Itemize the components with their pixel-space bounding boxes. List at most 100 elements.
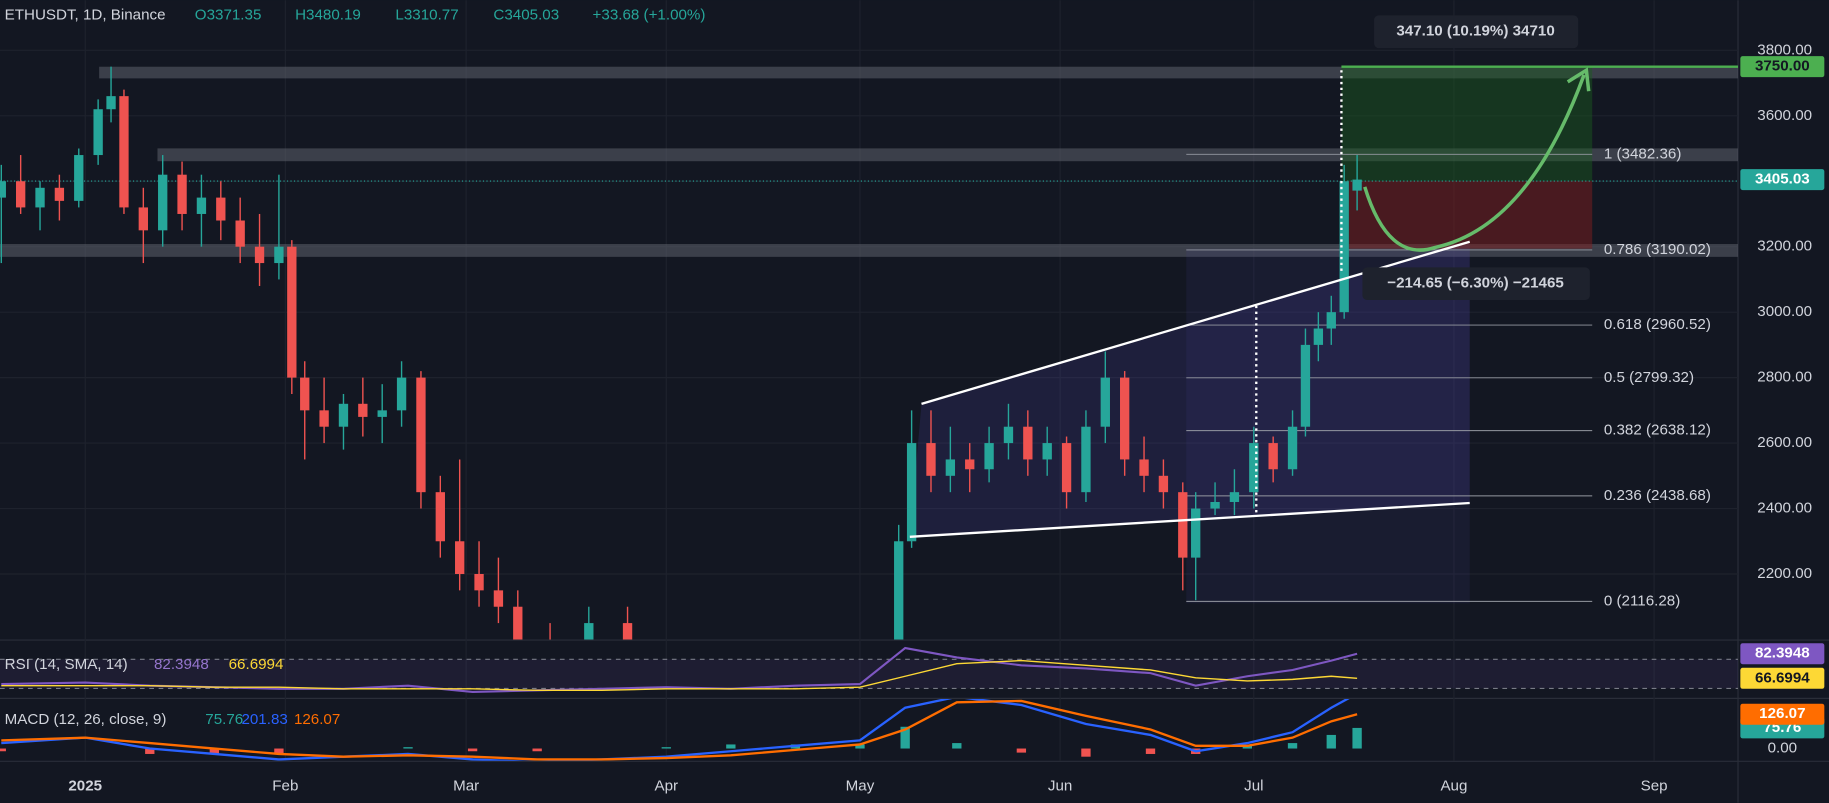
candle-body: [1100, 377, 1110, 427]
macd-histogram: [1016, 748, 1027, 753]
fib-label: 0.786 (3190.02): [1604, 241, 1711, 258]
x-tick-label: Sep: [1641, 777, 1668, 794]
candle-body: [338, 403, 349, 427]
candle-body: [138, 207, 148, 231]
macd-line: [1, 698, 1350, 761]
candle-body: [74, 155, 84, 201]
price-tag: 3750.00: [1755, 58, 1810, 75]
candle-body: [435, 492, 445, 542]
candle-body: [1042, 443, 1052, 460]
y-tick-label: 3800.00: [1757, 41, 1812, 58]
candle-body: [196, 197, 207, 214]
candle-body: [93, 109, 103, 156]
symbol: ETHUSDT, 1D, Binance: [5, 6, 166, 23]
rsi-tag: 66.6994: [1755, 669, 1810, 686]
arrow-head: [1566, 67, 1591, 92]
macd-histogram: [952, 743, 962, 749]
rsi-band: [0, 659, 1739, 689]
macd-tag: 126.07: [1759, 705, 1805, 722]
signal-value: 126.07: [294, 711, 340, 728]
candle-body: [287, 246, 297, 378]
projection-arrow: [1363, 74, 1586, 252]
ohlc-low: L3310.77: [395, 6, 458, 23]
macd-histogram: [1145, 748, 1156, 754]
candle-body: [396, 377, 407, 411]
candle-body: [15, 181, 26, 208]
x-tick-label: May: [846, 777, 875, 794]
candle-body: [300, 377, 310, 411]
rsi-title: RSI (14, SMA, 14): [5, 656, 128, 673]
fib-label: 0 (2116.28): [1604, 592, 1680, 609]
annotation-box: [1374, 15, 1579, 49]
candle-body: [216, 197, 226, 221]
candle-body: [984, 443, 994, 470]
candle-body: [1191, 508, 1201, 558]
macd-histogram: [1242, 745, 1253, 749]
annotation-box: [1362, 267, 1590, 301]
macd-histogram: [274, 748, 284, 754]
y-tick-label: 3200.00: [1757, 238, 1812, 255]
candle-body: [1139, 459, 1149, 476]
y-tick-label: 2600.00: [1757, 434, 1812, 451]
x-tick-label: 2025: [68, 777, 102, 794]
rsi-line: [1, 659, 1358, 692]
ohlc-open: O3371.35: [195, 6, 262, 23]
macd-histogram: [855, 744, 865, 749]
fib-label: 0.382 (2638.12): [1604, 422, 1711, 439]
candle-body: [1313, 328, 1324, 345]
candle-body: [358, 403, 368, 417]
change: +33.68 (+1.00%): [593, 6, 706, 23]
macd-histogram: [661, 747, 671, 749]
support-band: [0, 244, 1739, 257]
last-price-tag-bg: [1740, 169, 1825, 191]
fib-label: 0.5 (2799.32): [1604, 369, 1694, 386]
candle-body: [319, 410, 329, 427]
rsi-line: [1, 646, 1358, 693]
candle-body: [1158, 475, 1169, 493]
x-tick-label: Jun: [1048, 777, 1072, 794]
macd-histogram: [900, 726, 910, 749]
macd-histogram: [1352, 727, 1362, 749]
candle-body: [622, 623, 633, 640]
candle-body: [1326, 312, 1336, 329]
ohlc-close: C3405.03: [493, 6, 559, 23]
macd-histogram: [1081, 748, 1091, 757]
candle-body: [1249, 443, 1259, 493]
candle-body: [493, 590, 504, 607]
macd-histogram: [726, 744, 736, 749]
macd-histogram: [1287, 743, 1298, 749]
candle-body: [1229, 492, 1240, 502]
candle-body: [906, 443, 917, 542]
candle-body: [177, 174, 187, 214]
x-tick-label: Apr: [654, 777, 678, 794]
fib-label: 0.236 (2438.68): [1604, 487, 1711, 504]
candle-body: [965, 459, 975, 470]
fib-label: 1 (3482.36): [1604, 145, 1682, 162]
candle-body: [416, 377, 426, 493]
rsi-value: 82.3948: [154, 656, 209, 673]
fib-label: 0.618 (2960.52): [1604, 316, 1711, 333]
candle-body: [54, 187, 65, 201]
candle-body: [1268, 443, 1278, 470]
candle-body: [1178, 492, 1188, 558]
macd-histogram: [1326, 734, 1336, 749]
candle-body: [158, 174, 168, 231]
candle-body: [1003, 426, 1014, 444]
candle-body: [584, 623, 594, 640]
candle-body: [1081, 426, 1091, 493]
macd-line: [1, 699, 1358, 761]
resistance-band: [157, 148, 1739, 162]
rsi-tag-bg: [1740, 667, 1825, 689]
annotation: −214.65 (−6.30%) −21465: [1387, 275, 1564, 292]
candle-body: [119, 96, 129, 208]
macd-histogram: [145, 748, 155, 754]
last-price-tag: 3405.03: [1755, 171, 1810, 188]
rsi-sma-value: 66.6994: [229, 656, 284, 673]
macd-tag-bg: [1740, 703, 1825, 725]
candle-body: [235, 220, 245, 247]
candle-body: [1061, 443, 1072, 493]
x-tick-label: Mar: [453, 777, 479, 794]
candle-body: [455, 541, 465, 574]
